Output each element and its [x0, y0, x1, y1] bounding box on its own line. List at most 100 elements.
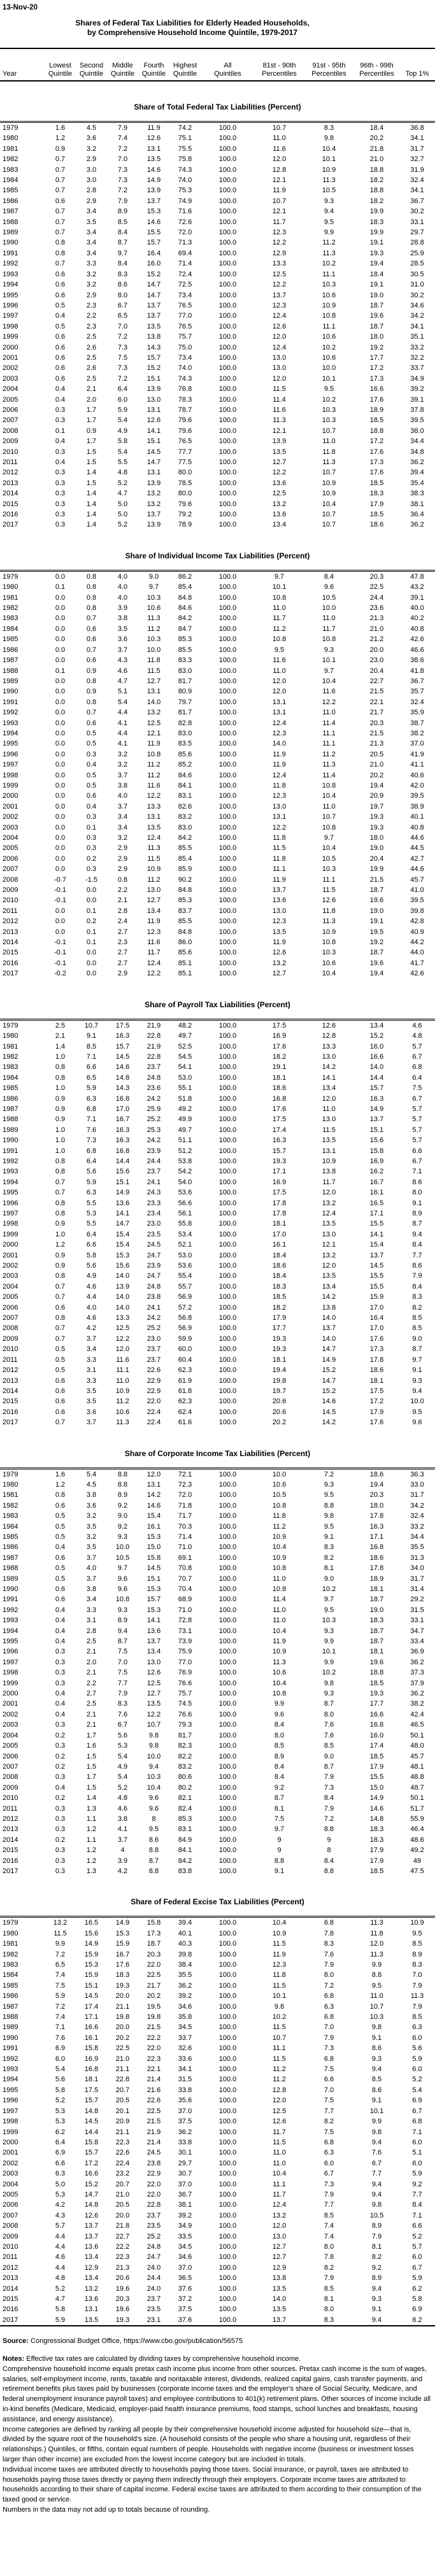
value-cell: 5.2 [412, 2232, 422, 2240]
value-cell: 4.2 [86, 1324, 97, 1333]
value-cell: 0.6 [86, 656, 97, 665]
value-cell: 32.4 [410, 176, 424, 185]
value-cell: 24.0 [146, 2284, 161, 2293]
value-cell: 100.0 [218, 635, 237, 644]
value-cell: 19.6 [115, 2284, 130, 2293]
value-cell: 9.4 [148, 1762, 159, 1771]
value-cell: 12.5 [115, 1324, 130, 1333]
value-cell: 3.4 [117, 813, 128, 821]
value-cell: 12.7 [146, 1690, 161, 1698]
year-cell: 1989 [3, 229, 18, 237]
value-cell: 16.6 [369, 1710, 384, 1718]
value-cell: 3.2 [86, 1512, 97, 1520]
document-page: 13-Nov-20 Shares of Federal Tax Liabilit… [0, 4, 435, 2514]
value-cell: 10.8 [272, 1564, 287, 1573]
value-cell: 3.4 [86, 1345, 97, 1354]
value-cell: 6.6 [324, 2076, 334, 2084]
value-cell: 7.5 [117, 1648, 128, 1656]
value-cell: 0.3 [86, 834, 97, 842]
value-cell: 12.0 [272, 677, 287, 685]
value-cell: 21.5 [369, 688, 384, 696]
year-cell: 1993 [3, 1617, 18, 1625]
table-row: 2008 -0.7 -1.5 0.8 11.2 90.2 100.0 11.9 11.1 21.5… [0, 875, 435, 885]
value-cell: 100.0 [218, 521, 237, 529]
value-cell: 21.5 [146, 2118, 161, 2126]
value-cell: 35.7 [410, 688, 424, 696]
value-cell: 37.5 [178, 2118, 192, 2126]
value-cell: 6.6 [412, 1147, 422, 1155]
year-cell: 1979 [3, 1470, 18, 1478]
value-cell: 14.8 [84, 2107, 99, 2115]
year-cell: 1980 [3, 1929, 18, 1937]
value-cell: 5.6 [86, 1262, 97, 1270]
table-row: 2015 0.6 3.5 11.2 22.0 62.3 100.0 20.6 14.6 17.2 1… [0, 1396, 435, 1406]
table-row: 2016 0.6 3.6 10.6 22.4 62.4 100.0 20.6 14.5 17.9 9… [0, 1407, 435, 1417]
table-row: 2001 0.4 2.5 8.3 13.5 74.5 100.0 9.9 8.7 17.7 38.2 [0, 1699, 435, 1709]
value-cell: 6.6 [55, 2159, 66, 2167]
source-label: Source: [3, 2337, 29, 2346]
value-cell: 7.4 [324, 2222, 334, 2230]
value-cell: 7.7 [412, 2190, 422, 2198]
value-cell: 9.5 [324, 1606, 334, 1614]
value-cell: 2.0 [86, 395, 97, 404]
year-cell: 2007 [3, 416, 18, 425]
value-cell: 54.1 [178, 1063, 192, 1072]
value-cell: 42.8 [410, 917, 424, 926]
table-row: 2014 0.2 1.1 3.7 8.6 84.9 100.0 9 9 18.3 48.6 [0, 1835, 435, 1845]
value-cell: 0.8 [86, 677, 97, 685]
value-cell: 11.5 [273, 844, 286, 853]
value-cell: 12.7 [272, 2242, 287, 2251]
value-cell: 18.3 [115, 1971, 130, 1979]
value-cell: 6.9 [55, 2149, 66, 2157]
table-row: 2008 0.1 0.9 4.9 14.1 79.6 100.0 12.1 10.7 18.8 38… [0, 426, 435, 436]
value-cell: 22.0 [146, 2190, 161, 2198]
year-cell: 1986 [3, 1992, 18, 2000]
value-cell: 13.6 [272, 896, 287, 905]
value-cell: 13.5 [146, 823, 161, 832]
value-cell: 18.6 [369, 1470, 384, 1478]
value-cell: 76.6 [178, 1710, 192, 1718]
value-cell: 22.3 [115, 2253, 130, 2261]
table-row: 1985 0.7 2.8 7.2 13.9 75.3 100.0 11.9 10.5 18.8 34… [0, 185, 435, 195]
value-cell: 14.5 [369, 1262, 384, 1270]
value-cell: 10.6 [115, 1408, 130, 1416]
value-cell: 9.1 [371, 2305, 382, 2314]
value-cell: 15.3 [146, 1585, 161, 1593]
value-cell: 1.4 [55, 1042, 66, 1051]
value-cell: 11.0 [322, 709, 336, 717]
value-cell: 7.5 [324, 2128, 334, 2136]
value-cell: 19.7 [272, 1387, 287, 1395]
value-cell: 20.2 [115, 2034, 130, 2042]
year-cell: 2002 [3, 364, 18, 372]
year-cell: 2014 [3, 938, 18, 947]
value-cell: 4.4 [117, 709, 128, 717]
value-cell: 6.3 [55, 2170, 66, 2178]
table-row: 2011 4.6 13.4 22.3 24.7 34.6 100.0 12.7 7.8 8.2 6.… [0, 2252, 435, 2262]
table-row: 2017 5.9 13.5 19.3 23.1 37.6 100.0 13.7 8.3 9.4 6.… [0, 2315, 435, 2326]
table-row: 1989 0.0 0.8 4.7 12.7 81.7 100.0 12.0 10.4 22.7 36… [0, 676, 435, 686]
value-cell: 16.6 [369, 385, 384, 393]
value-cell: 84.2 [178, 1857, 192, 1865]
table-row: 1990 1.0 7.3 16.3 24.2 51.1 100.0 16.3 13.5 15.6 5… [0, 1135, 435, 1145]
table-row: 2006 4.2 14.8 20.5 22.8 38.1 100.0 12.4 7.7 9.8 8.… [0, 2200, 435, 2210]
table-row: 2003 0.0 0.1 3.4 13.5 83.0 100.0 12.2 10.8 19.3 40… [0, 823, 435, 833]
value-cell: 22.9 [146, 1376, 161, 1385]
value-cell: 39.4 [178, 1919, 192, 1927]
value-cell: 16.1 [84, 2034, 99, 2042]
value-cell: 0.2 [55, 1762, 66, 1771]
value-cell: 34.6 [178, 2253, 192, 2261]
value-cell: 20.9 [369, 792, 384, 800]
year-cell: 1988 [3, 1115, 18, 1124]
data-table: 1979 2.5 10.7 17.5 21.9 48.2 100.0 17.5 12.6 13.4… [0, 1018, 435, 1428]
value-cell: 24.3 [146, 1189, 161, 1197]
value-cell: 41.8 [410, 667, 424, 675]
value-cell: 0.6 [86, 625, 97, 633]
value-cell: 0.8 [55, 1063, 66, 1072]
value-cell: 10.1 [322, 1648, 336, 1656]
column-header-cell: 81st - 90th Percentiles [262, 62, 297, 78]
value-cell: 12.4 [146, 959, 161, 967]
value-cell: 14.0 [115, 1303, 130, 1312]
value-cell: 0.3 [55, 1721, 66, 1729]
year-cell: 1984 [3, 1073, 18, 1082]
table-row: 1988 0.1 0.9 4.6 11.5 83.0 100.0 11.0 9.7 20.4 41.… [0, 666, 435, 676]
